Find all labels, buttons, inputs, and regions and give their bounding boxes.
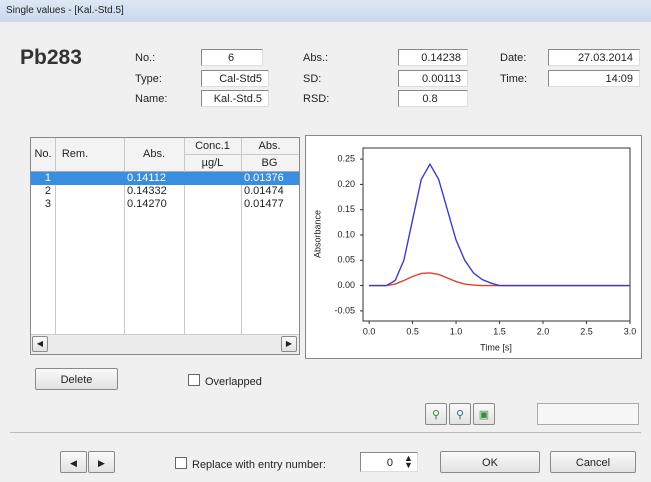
field-label: Abs.:: [303, 52, 329, 64]
column-header[interactable]: µg/L: [201, 157, 224, 169]
field-label: Date:: [500, 52, 527, 64]
cancel-button[interactable]: Cancel: [550, 451, 636, 473]
export-button[interactable]: ▣: [473, 403, 495, 425]
scroll-right[interactable]: ▶: [281, 336, 297, 352]
x-tick-label: 0.0: [363, 326, 376, 336]
field-value: Cal-Std5: [201, 70, 269, 87]
field-value: 0.14238: [398, 49, 468, 66]
table-cell: 0.14112: [127, 172, 166, 184]
table-cell: 0.14332: [127, 185, 167, 197]
scroll-left[interactable]: ◀: [32, 336, 48, 352]
column-header[interactable]: Abs.: [258, 140, 281, 152]
data-line: [369, 272, 630, 287]
column-header[interactable]: Conc.1: [195, 140, 230, 152]
field-value: 0.8: [398, 90, 468, 107]
overlapped-checkbox[interactable]: Overlapped: [188, 374, 262, 388]
replace-checkbox[interactable]: Replace with entry number:: [175, 457, 326, 471]
x-tick-label: 2.5: [580, 326, 593, 336]
table-cell: 0.01477: [244, 198, 284, 210]
delete-button[interactable]: Delete: [35, 368, 118, 390]
next-button[interactable]: ▶: [88, 451, 115, 473]
x-tick-label: 1.0: [450, 326, 463, 336]
ok-button[interactable]: OK: [440, 451, 540, 473]
element-name: Pb283: [20, 46, 82, 69]
y-tick-label: 0.25: [337, 154, 355, 164]
table-cell: 3: [44, 198, 51, 210]
table-row[interactable]: 2 0.14332 0.01474: [31, 185, 299, 198]
y-tick-label: -0.05: [334, 305, 355, 315]
column-header[interactable]: No.: [34, 148, 52, 160]
title-bar: [0, 0, 651, 22]
spin-buttons[interactable]: ▲ ▼: [404, 453, 413, 470]
plot-area: [362, 147, 631, 322]
y-axis-label: Absorbance: [312, 210, 322, 258]
zoom-out-button[interactable]: ⚲: [449, 403, 471, 425]
table-row[interactable]: 3 0.14270 0.01477: [31, 198, 299, 211]
y-tick-label: 0.20: [337, 179, 355, 189]
table-cell: 0.01376: [244, 172, 284, 184]
window-title: Single values - [Kal.-Std.5]: [6, 5, 124, 16]
table-cell: 2: [44, 185, 51, 197]
x-tick-label: 3.0: [624, 326, 637, 336]
field-label: Type:: [135, 73, 162, 85]
zoom-in-button[interactable]: ⚲: [425, 403, 447, 425]
column-header[interactable]: Abs.: [142, 148, 165, 160]
checkbox-label: Overlapped: [205, 376, 262, 388]
field-label: Name:: [135, 93, 168, 105]
x-tick-label: 0.5: [406, 326, 419, 336]
checkbox-label: Replace with entry number:: [192, 459, 326, 471]
field-label: SD:: [303, 73, 322, 85]
field-value: 6: [201, 49, 263, 66]
y-tick-label: 0.05: [337, 255, 355, 265]
table-header: [31, 138, 299, 172]
previous-button[interactable]: ◀: [60, 451, 87, 473]
field-label: Time:: [500, 73, 528, 85]
x-tick-label: 1.5: [493, 326, 506, 336]
column-header[interactable]: Rem.: [61, 148, 89, 160]
horizontal-scrollbar[interactable]: ◀ ▶: [31, 334, 299, 354]
table-cell: 1: [44, 172, 51, 184]
table-cell: 0.01474: [244, 185, 284, 197]
y-tick-label: 0.15: [337, 204, 355, 214]
entry-number-input[interactable]: 0: [360, 452, 418, 472]
y-tick-label: 0.00: [337, 280, 355, 290]
table-row[interactable]: 1 0.14112 0.01376: [31, 172, 299, 185]
field-label: RSD:: [303, 93, 330, 105]
chart: Time [s] Absorbance -0.05 0.00 0.05 0.10 0.1…: [305, 135, 642, 359]
x-tick-label: 2.0: [537, 326, 550, 336]
field-value: Kal.-Std.5: [201, 90, 269, 107]
column-header[interactable]: BG: [261, 157, 278, 169]
x-axis-label: Time [s]: [480, 342, 512, 352]
results-table: No. Rem. Abs. Conc.1 µg/L Abs. BG 1 0.141…: [30, 137, 300, 355]
data-line: [369, 162, 630, 287]
y-tick-label: 0.10: [337, 229, 355, 239]
progress-box: [537, 403, 639, 425]
table-cell: 0.14270: [127, 198, 167, 210]
field-label: No.:: [135, 52, 156, 64]
field-value: 0.00113: [398, 70, 468, 87]
field-value: 27.03.2014: [548, 49, 640, 66]
separator: [10, 432, 641, 433]
field-value: 14:09: [548, 70, 640, 87]
